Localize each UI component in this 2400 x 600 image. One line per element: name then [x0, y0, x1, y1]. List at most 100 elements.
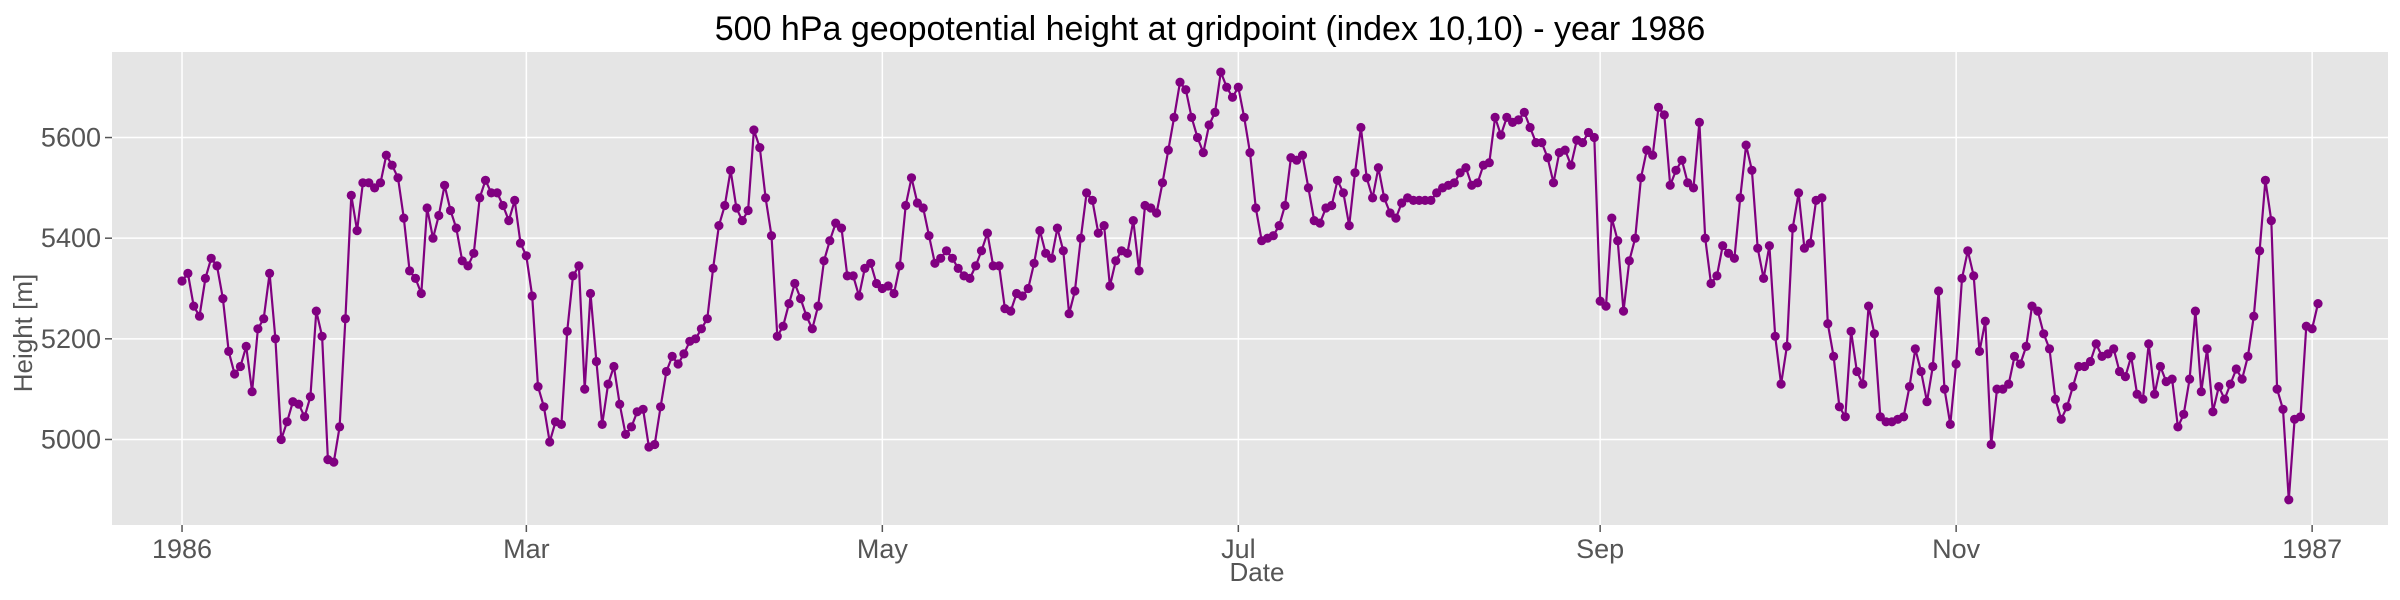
data-point	[2249, 311, 2259, 321]
data-point	[696, 324, 707, 334]
data-point	[2278, 404, 2288, 414]
data-point	[656, 402, 666, 412]
data-point	[1939, 384, 1950, 394]
data-point	[1566, 160, 1576, 170]
data-point	[2284, 495, 2294, 505]
data-point	[1846, 326, 1856, 336]
data-point	[294, 399, 304, 409]
y-tick-label: 5000	[41, 424, 101, 454]
x-tick-label: Jul	[1221, 534, 1256, 564]
data-point	[597, 419, 607, 429]
data-point	[1297, 150, 1308, 160]
data-point	[1922, 397, 1932, 407]
data-point	[2056, 414, 2066, 424]
data-point	[784, 299, 794, 309]
x-axis-ticks: 1986 Mar May Jul Sep Nov 1987	[152, 525, 2342, 564]
data-point	[924, 231, 934, 241]
data-point	[1303, 183, 1313, 193]
data-point	[1099, 221, 1109, 231]
data-point	[2185, 374, 2195, 384]
data-point	[194, 311, 205, 321]
data-point	[883, 281, 893, 291]
data-point	[1233, 82, 1243, 92]
data-point	[1969, 271, 1979, 281]
data-point	[1426, 195, 1436, 205]
data-point	[469, 248, 479, 258]
data-point	[1934, 286, 1944, 296]
data-point	[562, 326, 572, 336]
data-point	[2150, 389, 2160, 399]
data-point	[282, 417, 292, 427]
data-point	[311, 306, 321, 316]
data-point	[936, 253, 946, 263]
data-point	[504, 216, 514, 226]
data-point	[1852, 366, 1862, 377]
plot-area	[112, 52, 2388, 525]
data-point	[2266, 216, 2276, 226]
data-point	[941, 246, 952, 256]
data-point	[381, 150, 391, 160]
data-point	[1665, 180, 1675, 190]
data-point	[796, 294, 806, 304]
data-point	[463, 261, 473, 271]
data-point	[1490, 112, 1500, 122]
data-point	[1963, 246, 1973, 256]
data-point	[1718, 241, 1728, 251]
data-point	[440, 180, 450, 190]
data-point	[212, 261, 222, 271]
data-point	[1251, 203, 1261, 213]
data-point	[1461, 163, 1471, 173]
data-point	[679, 349, 689, 359]
data-point	[1916, 366, 1926, 377]
data-point	[1268, 231, 1278, 241]
data-point	[1513, 115, 1524, 125]
data-point	[241, 341, 251, 351]
data-point	[1624, 256, 1634, 266]
data-point	[708, 263, 718, 273]
data-point	[2272, 384, 2282, 394]
data-point	[1945, 419, 1955, 429]
data-point	[1239, 112, 1249, 122]
data-point	[585, 288, 596, 299]
data-point	[1356, 122, 1366, 133]
data-point	[2062, 402, 2072, 412]
data-point	[2004, 379, 2014, 389]
data-point	[224, 346, 234, 356]
x-tick-label: Mar	[503, 534, 550, 564]
data-point	[2214, 382, 2224, 392]
data-point	[568, 271, 578, 281]
data-point	[1805, 238, 1815, 248]
data-point	[1245, 148, 1255, 158]
data-point	[492, 188, 502, 198]
data-point	[2050, 394, 2060, 404]
data-point	[720, 200, 730, 211]
data-point	[1706, 278, 1716, 289]
data-point	[498, 200, 508, 211]
data-point	[1058, 246, 1068, 256]
data-point	[1006, 306, 1016, 316]
y-axis-label: Height [m]	[8, 274, 38, 393]
data-point	[1770, 331, 1780, 341]
data-point	[352, 226, 362, 236]
y-tick-label: 5200	[41, 324, 101, 354]
data-point	[434, 210, 444, 221]
data-point	[1344, 221, 1354, 231]
data-point	[539, 402, 549, 412]
data-point	[580, 384, 590, 394]
data-point	[300, 412, 310, 422]
data-point	[480, 175, 491, 185]
data-point	[836, 223, 847, 233]
data-point	[510, 195, 520, 205]
x-tick-label: 1987	[2282, 534, 2342, 564]
data-point	[895, 261, 905, 271]
data-point	[1630, 233, 1640, 243]
data-point	[1864, 301, 1874, 311]
data-point	[790, 278, 800, 289]
data-point	[971, 261, 981, 271]
data-point	[183, 268, 193, 278]
data-point	[515, 238, 526, 248]
data-point	[1753, 243, 1763, 253]
data-point	[1735, 193, 1745, 203]
data-point	[2196, 387, 2206, 397]
data-point	[1794, 188, 1804, 198]
